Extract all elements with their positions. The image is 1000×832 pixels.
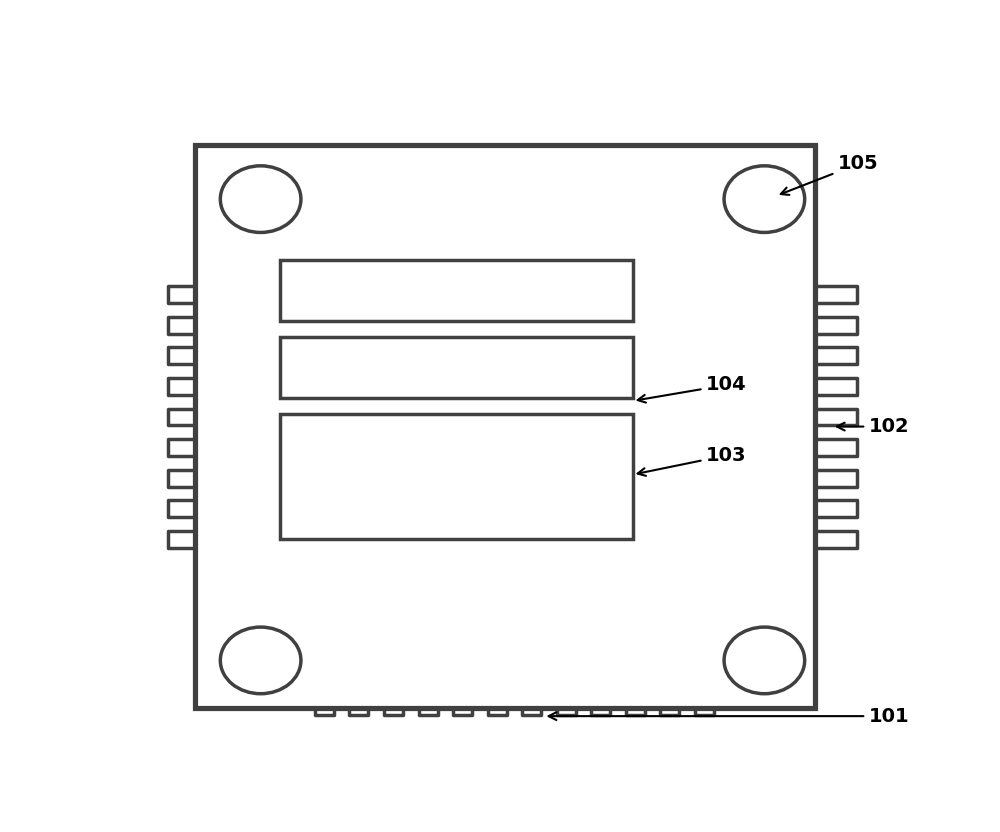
Text: 103: 103 [638, 446, 747, 476]
Bar [280, 260, 633, 321]
Text: 105: 105 [781, 155, 879, 195]
Text: 101: 101 [549, 706, 910, 726]
Circle shape [724, 627, 805, 694]
Circle shape [724, 166, 805, 232]
Bar [280, 414, 633, 538]
Circle shape [220, 166, 301, 232]
Bar [280, 337, 633, 398]
Text: 104: 104 [638, 375, 747, 403]
Text: 102: 102 [837, 417, 910, 436]
Circle shape [220, 627, 301, 694]
Bar [195, 145, 815, 709]
